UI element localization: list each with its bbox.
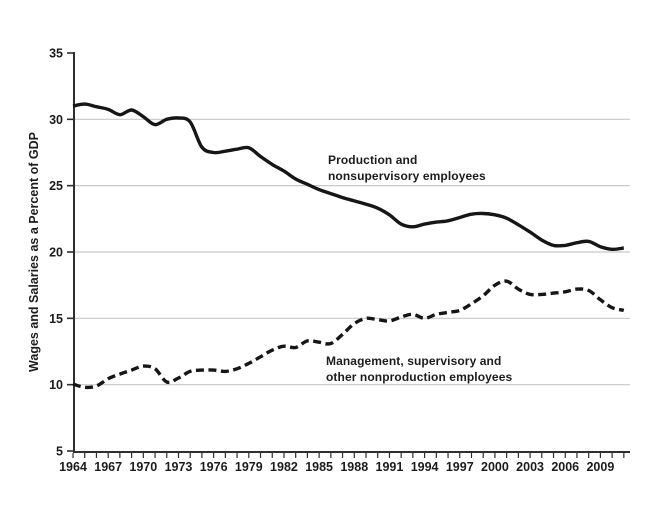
x-tick-label: 1982 xyxy=(270,460,298,474)
y-tick-label: 25 xyxy=(49,179,63,193)
x-tick-label: 1976 xyxy=(200,460,228,474)
management-series-line xyxy=(72,279,625,390)
series-label-management: Management, supervisory and other nonpro… xyxy=(326,353,512,385)
x-tick-label: 1994 xyxy=(411,460,439,474)
y-tick-label: 15 xyxy=(49,312,63,326)
x-tick-label: 2006 xyxy=(551,460,579,474)
x-tick-label: 1991 xyxy=(376,460,404,474)
x-tick-label: 1979 xyxy=(235,460,263,474)
series-label-production-line1: Production and xyxy=(328,153,418,167)
x-tick-label: 1964 xyxy=(59,460,87,474)
tick-marks xyxy=(67,52,625,458)
y-tick-label: 35 xyxy=(49,46,63,60)
tick-labels: 5 10 15 20 25 30 35 1964 1967 1970 1973 1976 1979 198… xyxy=(49,46,614,474)
y-tick-label: 20 xyxy=(49,245,63,259)
x-tick-label: 2000 xyxy=(481,460,509,474)
y-tick-label: 30 xyxy=(49,113,63,127)
y-tick-label: 10 xyxy=(49,378,63,392)
data-series xyxy=(72,102,625,390)
x-tick-label: 1988 xyxy=(340,460,368,474)
x-tick-label: 1967 xyxy=(94,460,122,474)
y-tick-label: 5 xyxy=(56,445,63,459)
production-series-line xyxy=(72,102,625,252)
series-label-production-line2: nonsupervisory employees xyxy=(328,169,486,183)
x-tick-label: 1985 xyxy=(305,460,333,474)
series-label-management-line2: other nonproduction employees xyxy=(326,370,513,384)
y-axis-title: Wages and Salaries as a Percent of GDP xyxy=(27,132,41,372)
series-label-management-line1: Management, supervisory and xyxy=(326,354,502,368)
x-tick-label: 1997 xyxy=(446,460,474,474)
x-tick-label: 1973 xyxy=(165,460,193,474)
axes xyxy=(73,52,630,453)
x-tick-label: 1970 xyxy=(129,460,157,474)
series-label-production: Production and nonsupervisory employees xyxy=(328,152,486,184)
x-tick-label: 2003 xyxy=(516,460,544,474)
x-tick-label: 2009 xyxy=(586,460,614,474)
